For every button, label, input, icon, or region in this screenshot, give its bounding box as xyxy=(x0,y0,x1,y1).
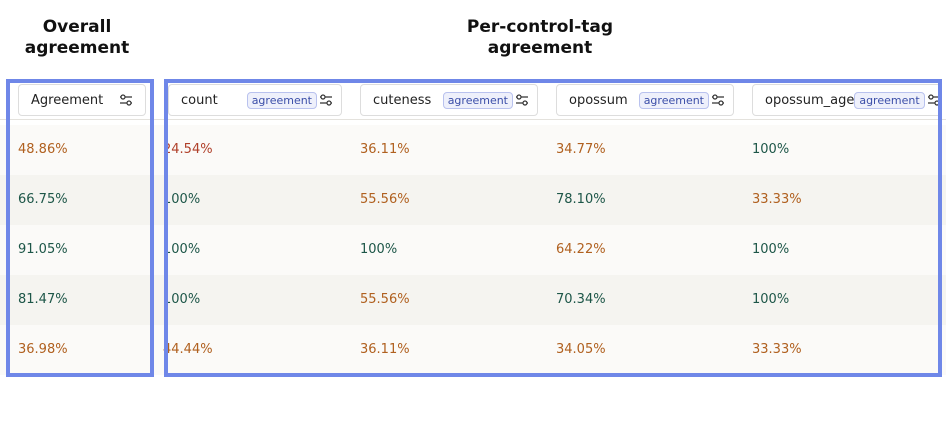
column-badge: agreement xyxy=(854,91,925,109)
column-badge: agreement xyxy=(638,91,709,109)
cell-value: 36.11% xyxy=(360,342,410,357)
column-label: count xyxy=(181,92,218,108)
column-label: cuteness xyxy=(373,92,432,108)
cell-value: 81.47% xyxy=(18,292,68,307)
cell-value: 24.54% xyxy=(163,142,213,157)
filter-icon[interactable] xyxy=(515,94,529,106)
cell-value: 34.05% xyxy=(556,342,606,357)
cell-value: 91.05% xyxy=(18,242,68,257)
column-label: Agreement xyxy=(31,92,104,108)
cell-value: 100% xyxy=(163,292,201,307)
cell-value: 36.11% xyxy=(360,142,410,157)
cell-value: 100% xyxy=(752,242,790,257)
cell-value: 70.34% xyxy=(556,292,606,307)
cell-value: 33.33% xyxy=(752,192,802,207)
column-badge: agreement xyxy=(246,91,317,109)
cell-value: 64.22% xyxy=(556,242,606,257)
cell-value: 100% xyxy=(752,142,790,157)
filter-icon[interactable] xyxy=(711,94,725,106)
column-label: opossum xyxy=(569,92,628,108)
cell-value: 33.33% xyxy=(752,342,802,357)
cell-value: 34.77% xyxy=(556,142,606,157)
column-header[interactable]: count agreement xyxy=(168,84,342,116)
column-badge: agreement xyxy=(442,91,513,109)
column-header[interactable]: opossum agreement xyxy=(556,84,734,116)
table-row: 36.98% 44.44% 36.11% 34.05% 33.33% xyxy=(0,325,946,375)
header-divider xyxy=(0,119,946,120)
filter-icon[interactable] xyxy=(319,94,333,106)
cell-value: 78.10% xyxy=(556,192,606,207)
table-row: 91.05% 100% 100% 64.22% 100% xyxy=(0,225,946,275)
cell-value: 100% xyxy=(752,292,790,307)
cell-value: 100% xyxy=(163,242,201,257)
column-header[interactable]: Agreement xyxy=(18,84,146,116)
cell-value: 66.75% xyxy=(18,192,68,207)
cell-value: 55.56% xyxy=(360,192,410,207)
per-tag-heading: Per-control-tag agreement xyxy=(466,17,614,58)
column-header[interactable]: opossum_age agreement xyxy=(752,84,942,116)
cell-value: 36.98% xyxy=(18,342,68,357)
overall-frame xyxy=(6,79,154,377)
per-tag-frame xyxy=(164,79,942,377)
column-header[interactable]: cuteness agreement xyxy=(360,84,538,116)
cell-value: 100% xyxy=(163,192,201,207)
filter-icon[interactable] xyxy=(119,94,133,106)
table-row: 81.47% 100% 55.56% 70.34% 100% xyxy=(0,275,946,325)
table-row: 48.86% 24.54% 36.11% 34.77% 100% xyxy=(0,125,946,175)
overall-heading: Overall agreement xyxy=(24,17,130,58)
cell-value: 48.86% xyxy=(18,142,68,157)
column-label: opossum_age xyxy=(765,92,855,108)
cell-value: 100% xyxy=(360,242,398,257)
cell-value: 44.44% xyxy=(163,342,213,357)
cell-value: 55.56% xyxy=(360,292,410,307)
table-row: 66.75% 100% 55.56% 78.10% 33.33% xyxy=(0,175,946,225)
